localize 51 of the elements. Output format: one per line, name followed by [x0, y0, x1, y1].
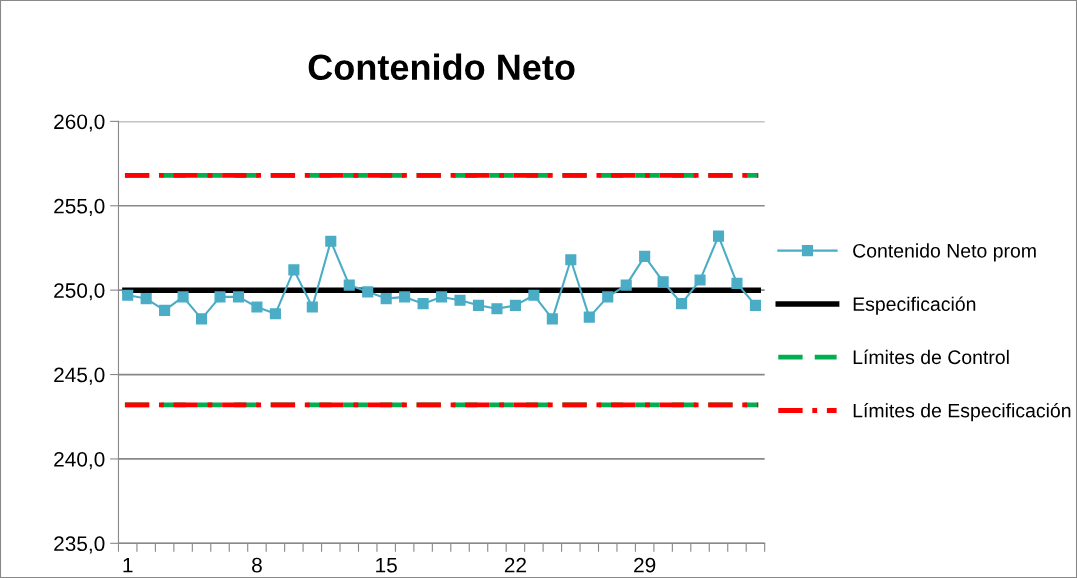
point: [343, 279, 355, 291]
point: [731, 277, 743, 289]
y-tick-label: 245,0: [54, 367, 105, 385]
point: [639, 250, 651, 262]
y-tick-label: 250,0: [54, 283, 105, 301]
point: [288, 264, 300, 276]
point: [694, 274, 706, 286]
chart-title: Contenido Neto: [308, 53, 575, 81]
point: [472, 299, 485, 311]
point: [417, 298, 429, 310]
point: [269, 308, 281, 320]
point: [399, 291, 411, 303]
ref-line-label: Especificación: [853, 296, 976, 315]
x-tick-label: 22: [504, 557, 526, 573]
y-tick-label: 235,0: [54, 536, 105, 554]
point: [749, 299, 761, 311]
y-tick-label: 255,0: [54, 198, 105, 216]
point: [528, 289, 540, 301]
legend-label: Límites de Control: [853, 349, 1009, 365]
point: [122, 289, 134, 301]
point: [214, 291, 226, 303]
legend-label: Contenido Neto prom: [853, 243, 1036, 262]
y-tick-label: 240,0: [54, 451, 105, 470]
point: [546, 313, 558, 325]
point: [509, 299, 521, 311]
point: [177, 291, 189, 303]
point: [251, 301, 263, 313]
point: [380, 293, 392, 305]
point: [232, 291, 245, 303]
point: [159, 304, 171, 316]
x-tick-label: 29: [634, 557, 656, 573]
point: [602, 291, 614, 303]
x-tick-label: 1: [123, 557, 133, 573]
y-tick-label: 260,0: [54, 114, 105, 132]
point: [712, 230, 725, 242]
point: [454, 294, 466, 306]
point: [583, 311, 595, 323]
point: [362, 286, 374, 298]
point: [436, 291, 448, 303]
legend-label: Límites de Especificación: [853, 402, 1071, 422]
x-tick-label: 8: [252, 557, 262, 573]
point: [676, 298, 688, 310]
point: [491, 303, 503, 315]
point: [620, 279, 632, 291]
point: [306, 301, 318, 313]
x-tick-label: 15: [376, 557, 397, 573]
point: [325, 235, 337, 247]
point: [140, 293, 152, 305]
point: [195, 313, 208, 325]
point: [657, 276, 669, 288]
point: [565, 254, 577, 266]
